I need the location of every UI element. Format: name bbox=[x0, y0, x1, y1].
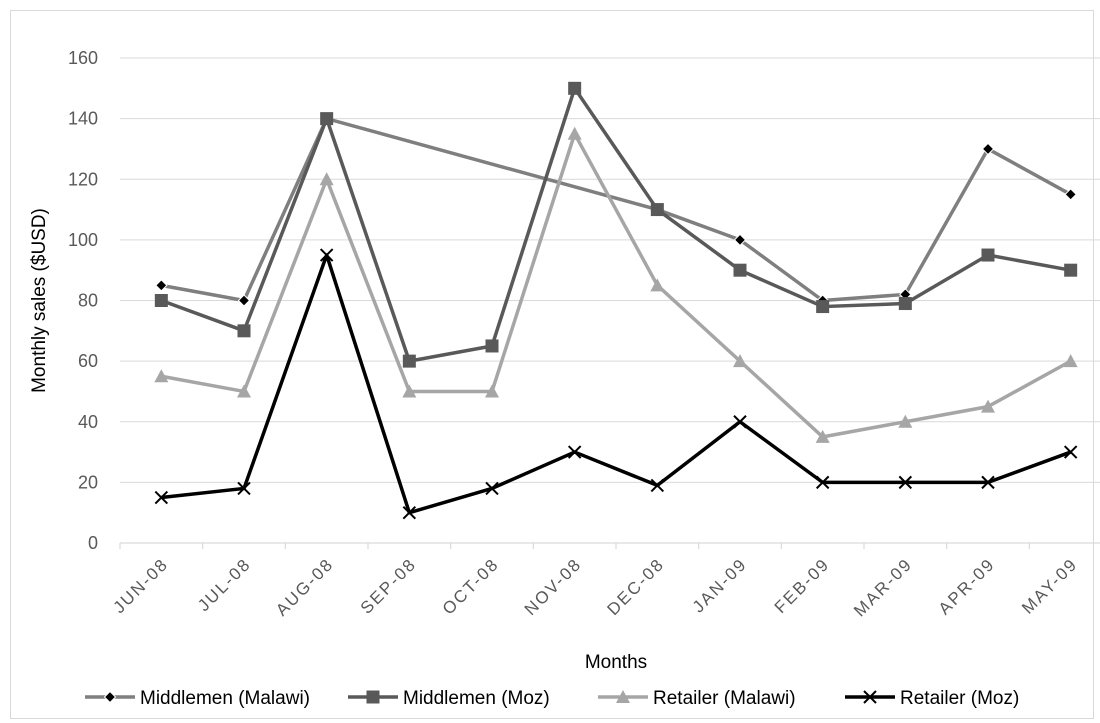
x-tick-labels: JUN-08 JUL-08 AUG-08 SEP-08 OCT-08 NOV-08 DEC-… bbox=[109, 554, 1081, 620]
y-tick-label: 80 bbox=[78, 291, 98, 311]
data-point bbox=[863, 690, 877, 704]
data-point bbox=[981, 399, 995, 413]
data-point bbox=[1063, 445, 1078, 459]
x-tick-label: APR-09 bbox=[935, 554, 999, 618]
data-point bbox=[237, 384, 251, 398]
legend-entry: Middlemen (Moz) bbox=[348, 688, 550, 709]
series-group bbox=[154, 81, 1078, 520]
series-line bbox=[161, 253, 1072, 515]
series-retailer-malawi bbox=[154, 126, 1078, 443]
series-line bbox=[161, 132, 1072, 439]
series-line bbox=[160, 86, 1071, 363]
y-tick-labels: 0 20 40 60 80 100 120 140 160 bbox=[68, 48, 98, 553]
data-point bbox=[402, 384, 417, 398]
data-point bbox=[485, 481, 499, 496]
y-tick-label: 100 bbox=[68, 230, 98, 250]
data-point bbox=[981, 142, 995, 156]
x-tick-label: JUL-08 bbox=[194, 554, 255, 615]
legend-label: Retailer (Moz) bbox=[900, 688, 1019, 709]
data-point bbox=[485, 339, 499, 353]
data-point bbox=[733, 415, 747, 429]
data-point bbox=[981, 248, 995, 262]
y-axis-title: Monthly sales ($USD) bbox=[29, 208, 50, 393]
data-point bbox=[366, 690, 380, 704]
data-point bbox=[1064, 188, 1077, 201]
data-point bbox=[237, 481, 251, 496]
data-point bbox=[154, 490, 169, 505]
x-tick-label: AUG-08 bbox=[272, 554, 337, 619]
data-point bbox=[898, 297, 912, 311]
data-point bbox=[319, 172, 334, 186]
data-point bbox=[103, 690, 117, 704]
x-tick-label: MAY-09 bbox=[1018, 554, 1081, 617]
series-middlemen-moz bbox=[154, 81, 1078, 368]
data-point bbox=[567, 445, 582, 459]
data-point bbox=[650, 478, 665, 493]
y-tick-label: 140 bbox=[68, 109, 98, 129]
data-point bbox=[237, 294, 251, 307]
y-tick-label: 20 bbox=[78, 472, 98, 492]
data-point bbox=[815, 475, 830, 490]
y-tick-label: 0 bbox=[88, 533, 98, 553]
x-tick-label: FEB-09 bbox=[771, 554, 834, 617]
legend-label: Middlemen (Moz) bbox=[403, 688, 550, 709]
data-point bbox=[402, 505, 417, 520]
data-point bbox=[320, 112, 334, 126]
series-retailer-moz bbox=[154, 248, 1078, 520]
x-axis-title: Months bbox=[585, 652, 647, 673]
data-point bbox=[733, 263, 747, 277]
legend-label: Retailer (Malawi) bbox=[653, 688, 796, 709]
legend-label: Middlemen (Malawi) bbox=[140, 688, 310, 709]
chart-frame bbox=[10, 10, 1094, 719]
data-point bbox=[567, 126, 582, 140]
data-point bbox=[733, 354, 747, 368]
x-tick-label: MAR-09 bbox=[850, 554, 916, 620]
axes bbox=[119, 542, 1100, 549]
x-tick-label: SEP-08 bbox=[357, 554, 420, 617]
data-point bbox=[816, 300, 830, 314]
data-point bbox=[733, 233, 747, 247]
data-point bbox=[815, 429, 830, 443]
data-point bbox=[981, 475, 995, 490]
x-tick-label: JUN-08 bbox=[109, 554, 172, 617]
data-point bbox=[650, 203, 664, 217]
data-point bbox=[650, 278, 665, 292]
data-point bbox=[154, 294, 168, 307]
legend-entry: Retailer (Malawi) bbox=[598, 688, 796, 709]
x-tick-label: JAN-09 bbox=[689, 554, 751, 616]
legend-entry: Retailer (Moz) bbox=[845, 688, 1019, 709]
data-point bbox=[1063, 354, 1078, 368]
x-tick-label: NOV-08 bbox=[521, 554, 586, 619]
data-point bbox=[154, 369, 169, 383]
legend-entry: Middlemen (Malawi) bbox=[85, 688, 310, 709]
x-tick-label: DEC-08 bbox=[603, 554, 668, 619]
y-tick-label: 40 bbox=[78, 412, 98, 432]
data-point bbox=[402, 354, 416, 368]
data-point bbox=[568, 81, 582, 95]
legend: Middlemen (Malawi) Middlemen (Moz) Retaile… bbox=[85, 688, 1019, 709]
x-tick-label: OCT-08 bbox=[439, 554, 503, 618]
y-tick-label: 160 bbox=[68, 48, 98, 68]
data-point bbox=[485, 384, 499, 398]
data-point bbox=[616, 690, 630, 703]
y-tick-label: 120 bbox=[68, 169, 98, 189]
data-point bbox=[155, 279, 168, 292]
data-point bbox=[1064, 263, 1078, 277]
data-point bbox=[237, 324, 251, 338]
data-point bbox=[898, 475, 913, 490]
data-point bbox=[898, 414, 913, 428]
data-point bbox=[319, 248, 334, 262]
y-tick-label: 60 bbox=[78, 351, 98, 371]
